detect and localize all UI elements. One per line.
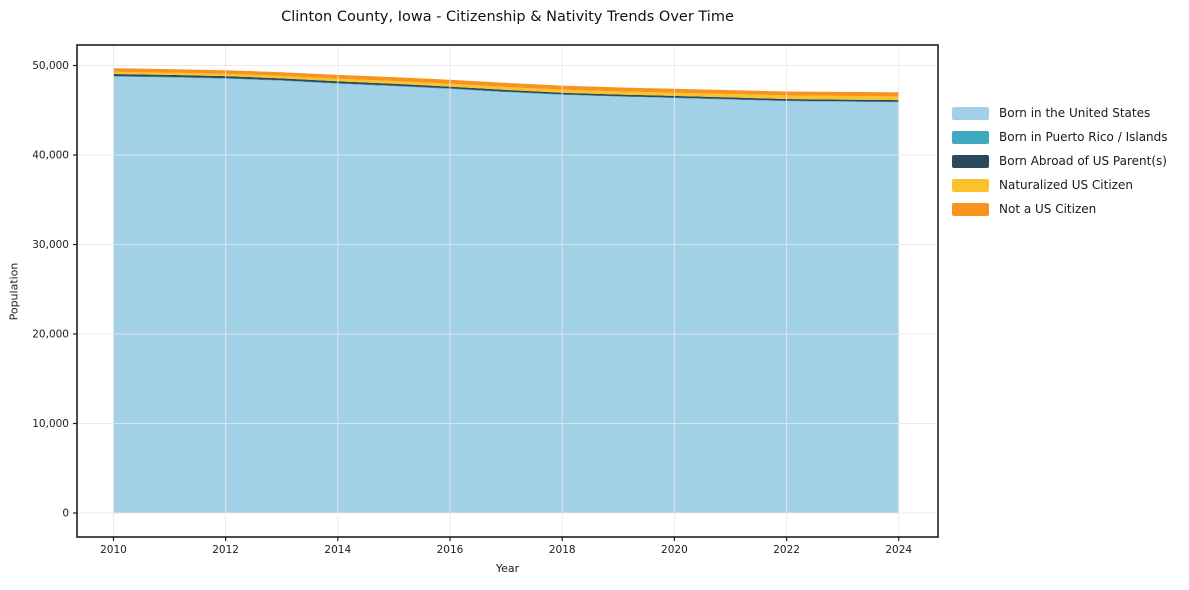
x-tick-label: 2014 [324, 544, 351, 556]
legend-label: Naturalized US Citizen [999, 178, 1133, 192]
legend: Born in the United States Born in Puerto … [952, 101, 1168, 221]
plot-frame [76, 44, 939, 538]
y-axis-label: Population [7, 262, 21, 321]
x-axis-label: Year [495, 562, 520, 575]
area-series-4 [113, 68, 899, 97]
y-tick-label: 50,000 [32, 60, 69, 72]
legend-label: Born Abroad of US Parent(s) [999, 154, 1167, 168]
y-tick-label: 10,000 [32, 418, 69, 430]
y-tick-label: 30,000 [32, 239, 69, 251]
x-tick-label: 2010 [100, 544, 127, 556]
legend-label: Born in the United States [999, 106, 1151, 120]
legend-item-4: Not a US Citizen [952, 197, 1168, 221]
area-series-0 [113, 76, 899, 513]
legend-item-0: Born in the United States [952, 101, 1168, 125]
legend-swatch [952, 154, 989, 168]
chart-title: Clinton County, Iowa - Citizenship & Nat… [281, 9, 734, 25]
y-tick-label: 40,000 [32, 150, 69, 162]
legend-label: Not a US Citizen [999, 202, 1097, 216]
y-tick-label: 0 [62, 508, 69, 520]
legend-swatch [952, 130, 989, 144]
legend-label: Born in Puerto Rico / Islands [999, 130, 1168, 144]
x-tick-label: 2018 [549, 544, 576, 556]
x-tick-label: 2024 [885, 544, 912, 556]
x-tick-label: 2020 [661, 544, 688, 556]
x-tick-label: 2022 [773, 544, 800, 556]
legend-swatch [952, 106, 989, 120]
area-series-2 [113, 74, 899, 102]
legend-swatch [952, 202, 989, 216]
x-tick-label: 2012 [212, 544, 239, 556]
legend-item-2: Born Abroad of US Parent(s) [952, 149, 1168, 173]
y-tick-label: 20,000 [32, 329, 69, 341]
legend-item-1: Born in Puerto Rico / Islands [952, 125, 1168, 149]
x-tick-label: 2016 [437, 544, 464, 556]
legend-swatch [952, 178, 989, 192]
area-series-3 [113, 71, 899, 101]
legend-item-3: Naturalized US Citizen [952, 173, 1168, 197]
